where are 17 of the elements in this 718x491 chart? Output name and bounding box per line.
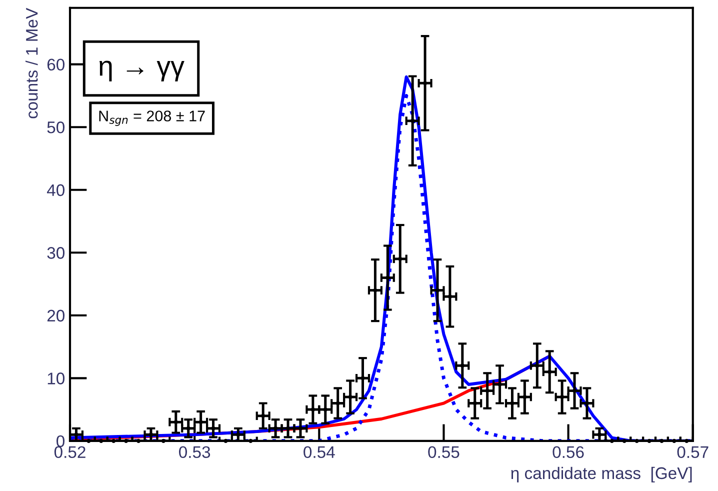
y-tick-label: 0 — [56, 435, 64, 448]
y-tick-label: 30 — [47, 247, 64, 259]
x-tick-label: 0.53 — [179, 446, 210, 458]
y-tick-label: 50 — [47, 122, 64, 134]
x-tick-label: 0.55 — [428, 446, 460, 458]
y-tick-label: 60 — [47, 58, 64, 71]
x-tick-label: 0.56 — [552, 446, 584, 458]
x-tick-label: 0.52 — [54, 446, 86, 458]
annotation: N$_{sgn}$ = 208 ± 17 — [99, 110, 205, 126]
y-tick-label: 20 — [47, 310, 64, 322]
x-axis-title: η candidate mass [GeV] — [511, 466, 692, 482]
annotation: η → γγ — [99, 60, 184, 82]
y-tick-label: 40 — [46, 184, 64, 196]
y-axis-title: counts / 1 MeV — [26, 8, 38, 118]
x-tick-label: 0.57 — [677, 446, 708, 458]
y-tick-label: 10 — [48, 372, 64, 384]
x-tick-label: 0.54 — [304, 446, 335, 458]
